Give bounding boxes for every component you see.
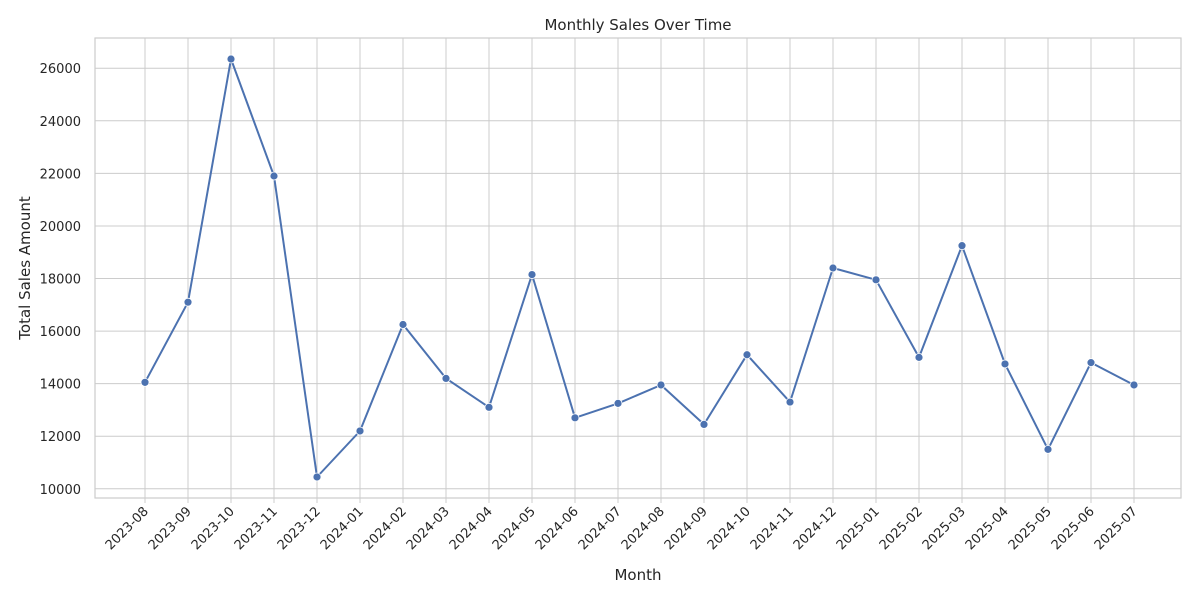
data-point xyxy=(570,413,580,423)
y-tick-label: 22000 xyxy=(40,167,81,182)
y-tick-label: 16000 xyxy=(40,325,81,340)
y-tick-label: 24000 xyxy=(40,115,81,130)
data-point xyxy=(226,54,236,64)
series-layer xyxy=(140,54,1139,482)
data-point xyxy=(312,472,322,482)
data-point xyxy=(269,171,279,181)
data-point xyxy=(1129,380,1139,390)
data-point xyxy=(1043,444,1053,454)
data-point xyxy=(828,263,838,273)
data-point xyxy=(355,426,365,436)
data-point xyxy=(441,373,451,383)
y-tick-label: 14000 xyxy=(40,378,81,393)
data-point xyxy=(140,377,150,387)
y-tick-label: 12000 xyxy=(40,430,81,445)
data-point xyxy=(656,380,666,390)
data-point xyxy=(1000,359,1010,369)
y-axis-label: Total Sales Amount xyxy=(16,196,34,341)
chart-title: Monthly Sales Over Time xyxy=(544,16,731,34)
x-axis-label: Month xyxy=(614,566,661,584)
data-point xyxy=(785,397,795,407)
data-point xyxy=(398,320,408,329)
data-point xyxy=(957,241,967,251)
data-point xyxy=(914,352,924,362)
y-tick-labels: 10000 12000 14000 16000 18000 20000 22000 24000… xyxy=(40,62,81,498)
data-point xyxy=(527,270,537,279)
data-point xyxy=(742,350,752,360)
data-point xyxy=(699,419,709,429)
y-tick-label: 18000 xyxy=(40,273,81,288)
y-tick-label: 26000 xyxy=(40,62,81,77)
data-point xyxy=(871,275,881,285)
data-point xyxy=(183,297,193,307)
data-point xyxy=(1086,358,1096,368)
plot-frame xyxy=(94,37,1182,499)
series-line xyxy=(144,58,1135,478)
y-tick-label: 20000 xyxy=(40,220,81,235)
y-tick-label: 10000 xyxy=(40,483,81,498)
data-point xyxy=(613,398,623,408)
data-point xyxy=(484,402,494,412)
